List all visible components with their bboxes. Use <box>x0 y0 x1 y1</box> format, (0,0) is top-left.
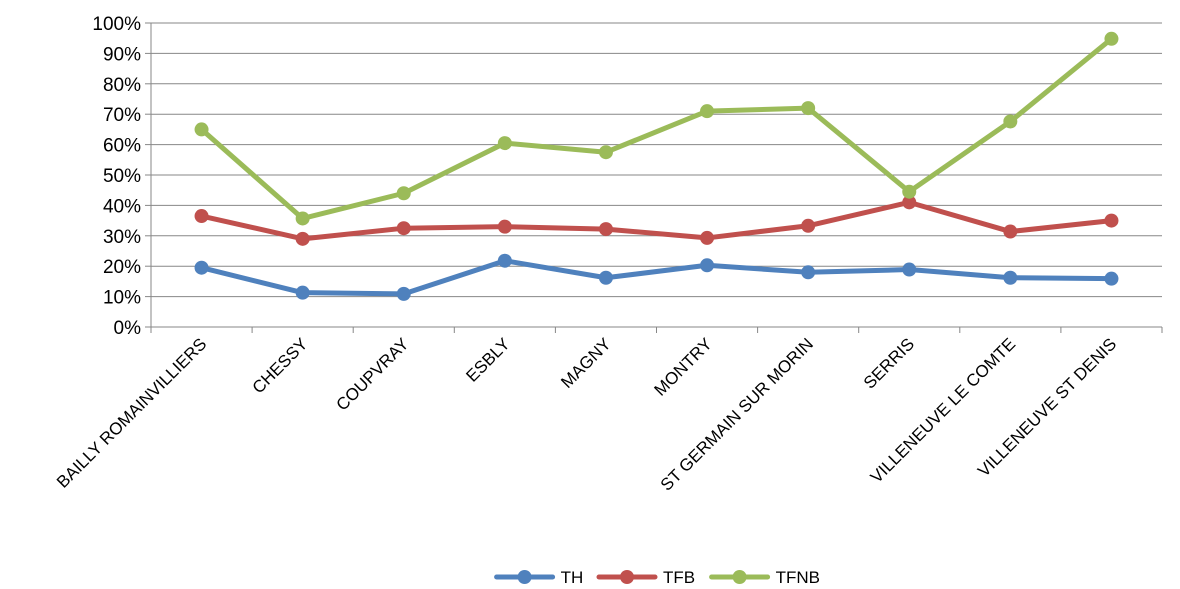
x-tick-label: COUPVRAY <box>333 334 413 414</box>
legend-marker-tfb <box>620 570 634 584</box>
data-point-tfb <box>194 209 209 224</box>
data-point-tfnb <box>598 145 613 160</box>
y-tick-label: 50% <box>103 166 141 187</box>
series-lines <box>194 31 1119 301</box>
y-tick-label: 100% <box>92 14 141 35</box>
data-point-tfnb <box>1104 31 1119 46</box>
y-tick-label: 80% <box>103 75 141 96</box>
data-point-th <box>497 253 512 268</box>
data-point-tfb <box>295 231 310 246</box>
legend: TH TFB TFNB <box>494 568 820 587</box>
x-tick-label: ESBLY <box>462 334 513 385</box>
y-tick-label: 30% <box>103 227 141 248</box>
y-tick-label: 90% <box>103 44 141 65</box>
data-point-th <box>598 270 613 285</box>
y-tick-label: 70% <box>103 105 141 126</box>
axes <box>145 22 1163 333</box>
x-tick-label: BAILLY ROMAINVILLIERS <box>53 334 210 491</box>
series-line-tfb <box>199 199 1114 242</box>
data-point-tfb <box>801 218 816 233</box>
data-point-th <box>1003 270 1018 285</box>
gridlines <box>151 22 1162 298</box>
data-point-tfb <box>598 222 613 237</box>
data-point-tfb <box>700 230 715 245</box>
data-point-th <box>700 258 715 273</box>
data-point-tfb <box>396 221 411 236</box>
legend-label-tfb: TFB <box>663 568 695 587</box>
data-point-tfb <box>1003 224 1018 239</box>
x-tick-label: SERRIS <box>860 334 918 392</box>
series-line-th <box>199 258 1114 297</box>
y-tick-label: 10% <box>103 288 141 309</box>
data-point-th <box>396 286 411 301</box>
data-point-tfnb <box>1003 114 1018 129</box>
y-tick-label: 40% <box>103 196 141 217</box>
data-point-tfnb <box>194 122 209 137</box>
data-point-tfnb <box>396 186 411 201</box>
legend-label-tfnb: TFNB <box>776 568 820 587</box>
legend-label-th: TH <box>561 568 584 587</box>
data-point-th <box>194 260 209 275</box>
data-point-th <box>1104 271 1119 286</box>
data-point-tfnb <box>902 184 917 199</box>
data-point-tfnb <box>801 101 816 116</box>
y-tick-label: 0% <box>114 318 142 339</box>
data-point-th <box>295 285 310 300</box>
data-point-tfnb <box>497 136 512 151</box>
data-point-tfnb <box>700 104 715 119</box>
y-tick-labels: 0% 10% 20% 30% 40% 50% 60% 70% 80% 90% 100% <box>92 14 141 339</box>
y-tick-label: 60% <box>103 136 141 157</box>
x-tick-label: CHESSY <box>249 334 312 397</box>
x-tick-label: MAGNY <box>557 334 615 392</box>
data-point-th <box>902 262 917 277</box>
y-tick-label: 20% <box>103 257 141 278</box>
data-point-th <box>801 265 816 280</box>
legend-marker-th <box>517 570 532 584</box>
data-point-tfb <box>1104 213 1119 228</box>
legend-marker-tfnb <box>732 570 747 584</box>
data-point-tfb <box>497 219 512 234</box>
x-tick-label: MONTRY <box>651 334 716 399</box>
series-line-tfnb <box>199 36 1114 221</box>
data-point-tfb <box>902 195 917 210</box>
x-tick-labels: BAILLY ROMAINVILLIERS CHESSY COUPVRAY ESBLY… <box>53 334 1120 494</box>
data-point-tfnb <box>295 211 310 226</box>
